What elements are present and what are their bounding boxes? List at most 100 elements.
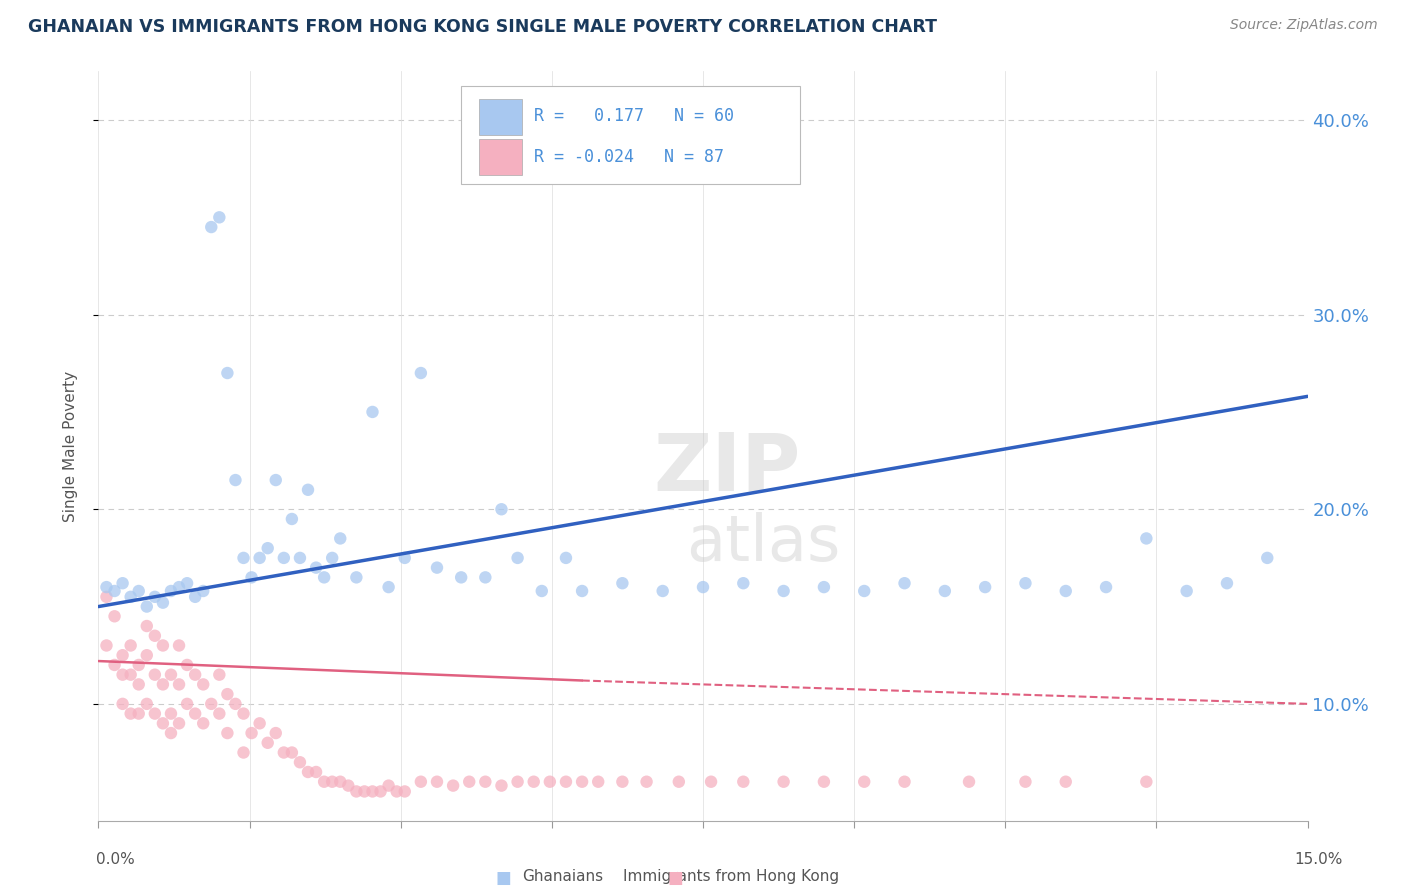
Point xyxy=(128,657,150,672)
Text: R =   0.177   N = 60: R = 0.177 N = 60 xyxy=(534,107,734,125)
Point xyxy=(184,590,207,604)
Point xyxy=(426,560,449,574)
Point xyxy=(385,784,408,798)
Point xyxy=(224,697,246,711)
Point xyxy=(450,570,472,584)
Point xyxy=(120,667,142,681)
Point xyxy=(103,657,125,672)
Point xyxy=(1014,774,1036,789)
Point xyxy=(176,576,198,591)
Point xyxy=(193,716,215,731)
Point xyxy=(555,774,578,789)
Point xyxy=(612,774,634,789)
Point xyxy=(813,580,835,594)
Point xyxy=(344,570,367,584)
Point xyxy=(249,716,271,731)
Point xyxy=(135,619,157,633)
Text: 0.0%: 0.0% xyxy=(96,852,135,867)
Point xyxy=(232,706,254,721)
Point xyxy=(1135,532,1157,546)
Point xyxy=(651,584,673,599)
Point xyxy=(772,584,794,599)
Point xyxy=(128,706,150,721)
Point xyxy=(200,220,222,235)
Point xyxy=(152,596,174,610)
Text: 15.0%: 15.0% xyxy=(1295,852,1343,867)
Point xyxy=(135,648,157,663)
Point xyxy=(1256,550,1278,565)
Point xyxy=(377,580,399,594)
Point xyxy=(167,716,190,731)
Point xyxy=(167,580,190,594)
Point xyxy=(111,576,134,591)
Point xyxy=(240,726,263,740)
Point xyxy=(692,580,714,594)
Point xyxy=(232,550,254,565)
Point xyxy=(1014,576,1036,591)
Point xyxy=(96,590,118,604)
Point xyxy=(96,580,118,594)
Point xyxy=(491,502,513,516)
Point xyxy=(474,570,496,584)
Point xyxy=(474,774,496,789)
Point xyxy=(555,550,578,565)
Point xyxy=(409,366,432,380)
Point xyxy=(813,774,835,789)
Point xyxy=(152,639,174,653)
Text: atlas: atlas xyxy=(686,512,841,574)
Point xyxy=(329,774,352,789)
Point xyxy=(321,774,343,789)
Point xyxy=(586,774,609,789)
Point xyxy=(458,774,481,789)
Point xyxy=(853,584,876,599)
Point xyxy=(612,576,634,591)
Point xyxy=(184,667,207,681)
Point xyxy=(314,570,336,584)
Point xyxy=(256,736,278,750)
Point xyxy=(893,576,915,591)
Point xyxy=(893,774,915,789)
Point xyxy=(160,584,183,599)
Point xyxy=(224,473,246,487)
Point xyxy=(377,779,399,793)
Point xyxy=(208,211,231,225)
Point xyxy=(571,584,593,599)
Point xyxy=(361,405,384,419)
Point xyxy=(409,774,432,789)
Point xyxy=(1216,576,1239,591)
Point xyxy=(96,639,118,653)
Point xyxy=(361,784,384,798)
Point xyxy=(176,657,198,672)
Text: R = -0.024   N = 87: R = -0.024 N = 87 xyxy=(534,148,724,166)
Text: ■: ■ xyxy=(666,869,683,887)
Point xyxy=(974,580,997,594)
Point xyxy=(370,784,392,798)
Point xyxy=(256,541,278,556)
Point xyxy=(297,483,319,497)
Point xyxy=(120,706,142,721)
Point xyxy=(103,609,125,624)
Point xyxy=(135,697,157,711)
Point xyxy=(143,629,166,643)
Point xyxy=(103,584,125,599)
Point xyxy=(143,590,166,604)
Point xyxy=(111,697,134,711)
Point xyxy=(1135,774,1157,789)
Point xyxy=(636,774,658,789)
Point xyxy=(530,584,553,599)
Point xyxy=(288,756,311,770)
Point xyxy=(1095,580,1118,594)
Point xyxy=(297,764,319,779)
Point xyxy=(240,570,263,584)
Point xyxy=(208,667,231,681)
Point xyxy=(337,779,360,793)
Point xyxy=(120,639,142,653)
Point xyxy=(733,576,755,591)
Point xyxy=(668,774,690,789)
FancyBboxPatch shape xyxy=(479,99,522,135)
Point xyxy=(288,550,311,565)
Point xyxy=(538,774,561,789)
Text: Immigrants from Hong Kong: Immigrants from Hong Kong xyxy=(623,869,839,884)
Point xyxy=(200,697,222,711)
Point xyxy=(506,550,529,565)
